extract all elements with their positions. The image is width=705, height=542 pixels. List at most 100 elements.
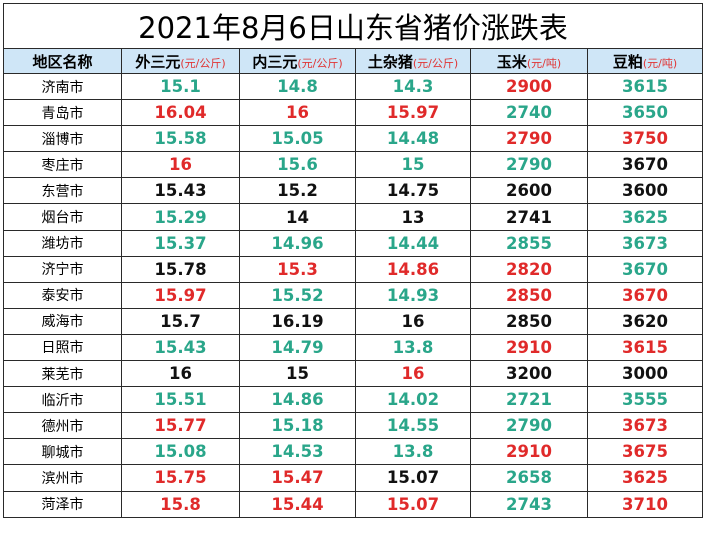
cell-region: 济南市 xyxy=(3,72,122,101)
cell-corn: 2910 xyxy=(470,333,588,362)
cell-local-pig: 15 xyxy=(355,151,471,179)
cell-local-pig: 15.07 xyxy=(355,490,471,518)
cell-outer-three: 15.8 xyxy=(121,490,240,518)
header-inner-three: 内三元(元/公斤) xyxy=(239,48,356,74)
cell-local-pig: 15.07 xyxy=(355,464,471,492)
cell-outer-three: 15.77 xyxy=(121,412,240,440)
header-corn: 玉米(元/吨) xyxy=(470,48,588,74)
cell-corn: 2790 xyxy=(470,412,588,440)
cell-inner-three: 14.96 xyxy=(239,229,356,257)
cell-outer-three: 15.43 xyxy=(121,333,240,362)
cell-outer-three: 15.29 xyxy=(121,203,240,231)
cell-local-pig: 16 xyxy=(355,360,471,388)
cell-local-pig: 14.3 xyxy=(355,72,471,101)
cell-corn: 2850 xyxy=(470,281,588,309)
table-row: 济南市 15.1 14.8 14.3 2900 3615 xyxy=(3,72,704,101)
cell-local-pig: 13 xyxy=(355,203,471,231)
cell-inner-three: 14 xyxy=(239,203,356,231)
cell-local-pig: 14.44 xyxy=(355,229,471,257)
table-row: 烟台市 15.29 14 13 2741 3625 xyxy=(3,203,704,231)
cell-local-pig: 13.8 xyxy=(355,438,471,466)
cell-inner-three: 15 xyxy=(239,360,356,388)
cell-local-pig: 16 xyxy=(355,307,471,335)
table-row: 东营市 15.43 15.2 14.75 2600 3600 xyxy=(3,177,704,205)
header-region: 地区名称 xyxy=(3,48,122,74)
table-row: 威海市 15.7 16.19 16 2850 3620 xyxy=(3,307,704,335)
cell-corn: 3200 xyxy=(470,360,588,388)
table-row: 菏泽市 15.8 15.44 15.07 2743 3710 xyxy=(3,490,704,518)
cell-soymeal: 3670 xyxy=(586,281,704,309)
cell-outer-three: 15.43 xyxy=(121,177,240,205)
cell-soymeal: 3625 xyxy=(586,203,704,231)
cell-soymeal: 3000 xyxy=(586,360,704,388)
cell-outer-three: 15.1 xyxy=(121,72,240,101)
cell-corn: 2820 xyxy=(470,255,588,283)
cell-corn: 2790 xyxy=(470,125,588,153)
cell-region: 济宁市 xyxy=(3,255,122,283)
cell-region: 临沂市 xyxy=(3,386,122,414)
cell-inner-three: 14.53 xyxy=(239,438,356,466)
cell-outer-three: 15.37 xyxy=(121,229,240,257)
header-soymeal: 豆粕(元/吨) xyxy=(586,48,704,74)
table-title: 2021年8月6日山东省猪价涨跌表 xyxy=(2,3,704,49)
cell-region: 泰安市 xyxy=(3,281,122,309)
column-header-label: 土杂猪 xyxy=(367,52,413,71)
cell-region: 滨州市 xyxy=(3,464,122,492)
cell-outer-three: 16 xyxy=(121,360,240,388)
cell-region: 潍坊市 xyxy=(3,229,122,257)
column-header-unit: (元/公斤) xyxy=(180,56,226,70)
column-header-unit: (元/公斤) xyxy=(412,56,459,70)
cell-inner-three: 15.2 xyxy=(239,177,356,205)
cell-inner-three: 15.44 xyxy=(239,490,356,518)
cell-soymeal: 3615 xyxy=(586,333,704,362)
cell-soymeal: 3750 xyxy=(586,125,704,153)
cell-corn: 2910 xyxy=(470,438,588,466)
cell-inner-three: 14.8 xyxy=(239,72,356,101)
cell-outer-three: 16 xyxy=(121,151,240,179)
table-row: 滨州市 15.75 15.47 15.07 2658 3625 xyxy=(3,464,704,492)
cell-local-pig: 14.55 xyxy=(355,412,471,440)
cell-outer-three: 15.7 xyxy=(121,307,240,335)
table-row: 济宁市 15.78 15.3 14.86 2820 3670 xyxy=(3,255,704,283)
cell-region: 聊城市 xyxy=(3,438,122,466)
cell-region: 菏泽市 xyxy=(3,490,122,518)
cell-outer-three: 15.51 xyxy=(121,386,240,414)
column-header-unit: (元/吨) xyxy=(642,56,678,70)
cell-corn: 2900 xyxy=(470,72,588,101)
table-row: 德州市 15.77 15.18 14.55 2790 3673 xyxy=(3,412,704,440)
cell-inner-three: 15.52 xyxy=(239,281,356,309)
header-outer-three: 外三元(元/公斤) xyxy=(121,48,240,74)
cell-soymeal: 3670 xyxy=(586,151,704,179)
table-row: 淄博市 15.58 15.05 14.48 2790 3750 xyxy=(3,125,704,153)
cell-local-pig: 13.8 xyxy=(355,333,471,362)
cell-local-pig: 14.02 xyxy=(355,386,471,414)
cell-region: 青岛市 xyxy=(3,99,122,127)
cell-corn: 2850 xyxy=(470,307,588,335)
cell-corn: 2721 xyxy=(470,386,588,414)
cell-local-pig: 14.75 xyxy=(355,177,471,205)
cell-outer-three: 16.04 xyxy=(121,99,240,127)
cell-corn: 2600 xyxy=(470,177,588,205)
column-header-label: 豆粕 xyxy=(612,52,643,71)
cell-inner-three: 15.3 xyxy=(239,255,356,283)
cell-outer-three: 15.75 xyxy=(121,464,240,492)
cell-region: 威海市 xyxy=(3,307,122,335)
table-row: 聊城市 15.08 14.53 13.8 2910 3675 xyxy=(3,438,704,466)
cell-region: 德州市 xyxy=(3,412,122,440)
cell-inner-three: 14.79 xyxy=(239,333,356,362)
table-row: 莱芜市 16 15 16 3200 3000 xyxy=(3,360,704,388)
cell-outer-three: 15.78 xyxy=(121,255,240,283)
cell-soymeal: 3670 xyxy=(586,255,704,283)
cell-soymeal: 3620 xyxy=(586,307,704,335)
table-row: 临沂市 15.51 14.86 14.02 2721 3555 xyxy=(3,386,704,414)
column-header-label: 地区名称 xyxy=(32,52,93,71)
cell-corn: 2855 xyxy=(470,229,588,257)
cell-inner-three: 15.18 xyxy=(239,412,356,440)
table-row: 潍坊市 15.37 14.96 14.44 2855 3673 xyxy=(3,229,704,257)
cell-soymeal: 3673 xyxy=(586,412,704,440)
cell-outer-three: 15.97 xyxy=(121,281,240,309)
cell-outer-three: 15.58 xyxy=(121,125,240,153)
cell-inner-three: 15.6 xyxy=(239,151,356,179)
column-header-label: 内三元 xyxy=(252,52,298,71)
cell-soymeal: 3673 xyxy=(586,229,704,257)
